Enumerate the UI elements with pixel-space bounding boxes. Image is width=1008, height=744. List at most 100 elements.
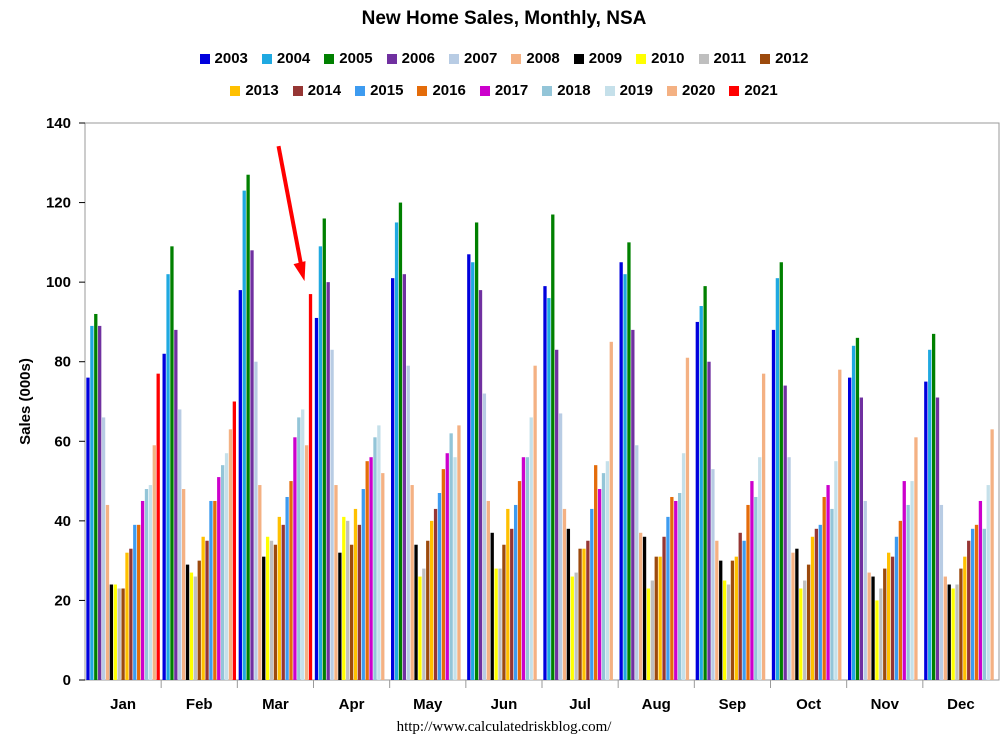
bar-Jun-2004 — [471, 262, 475, 680]
bar-Feb-2013 — [201, 536, 205, 680]
bar-Sep-2008 — [715, 540, 719, 680]
bar-Apr-2008 — [334, 485, 338, 680]
bar-Oct-2017 — [826, 485, 830, 680]
bar-Apr-2015 — [361, 489, 365, 680]
bar-Jul-2009 — [566, 528, 571, 680]
bar-Aug-2012 — [654, 556, 658, 680]
legend-swatch-2017 — [479, 85, 490, 96]
bar-May-2020 — [457, 425, 461, 680]
bar-Jul-2012 — [578, 548, 582, 680]
bar-Apr-2009 — [338, 552, 342, 680]
legend-label-2017: 2017 — [494, 82, 529, 99]
legend-swatch-2021 — [729, 85, 740, 96]
bar-Nov-2016 — [898, 520, 902, 680]
bar-Sep-2019 — [758, 457, 762, 680]
bar-Oct-2018 — [830, 508, 834, 680]
bar-Jul-2003 — [543, 286, 547, 680]
bar-Jan-2015 — [133, 524, 137, 680]
bar-Dec-2012 — [959, 568, 963, 680]
bar-Sep-2014 — [738, 532, 742, 680]
legend-label-2006: 2006 — [401, 50, 436, 67]
legend-swatch-2018 — [542, 85, 553, 96]
bar-May-2018 — [449, 433, 453, 680]
bar-Aug-2011 — [650, 580, 654, 680]
legend-swatch-2005 — [324, 53, 335, 64]
legend-swatch-2013 — [230, 85, 241, 96]
bar-Jun-2005 — [474, 222, 479, 680]
bar-Aug-2017 — [674, 500, 678, 680]
legend-swatch-2004 — [261, 53, 272, 64]
bar-Mar-2009 — [262, 556, 266, 680]
bar-Mar-2011 — [269, 540, 274, 680]
legend-label-2019: 2019 — [619, 82, 653, 99]
bar-Sep-2007 — [711, 469, 715, 680]
legend-label-2015: 2015 — [370, 82, 404, 99]
bar-Mar-2016 — [289, 481, 293, 680]
bar-Nov-2009 — [871, 576, 875, 680]
bar-Aug-2013 — [658, 556, 662, 680]
bar-Nov-2017 — [902, 481, 906, 680]
bar-Jan-2012 — [121, 588, 125, 680]
bar-Nov-2019 — [910, 481, 914, 680]
bar-May-2008 — [410, 485, 414, 680]
bar-Jul-2013 — [582, 548, 586, 680]
y-tick-label: 80 — [54, 354, 71, 371]
bar-Feb-2004 — [166, 274, 170, 680]
legend-item-2006: 2006 — [386, 50, 436, 67]
bar-Apr-2017 — [369, 457, 373, 680]
bar-May-2010 — [418, 576, 422, 680]
bar-Jan-2018 — [144, 489, 149, 680]
bar-Dec-2004 — [928, 349, 932, 680]
bar-Oct-2010 — [799, 588, 803, 680]
legend-label-2005: 2005 — [339, 50, 373, 67]
y-tick-label: 140 — [46, 115, 71, 132]
bar-Jul-2007 — [558, 413, 563, 680]
bar-Jul-2006 — [555, 349, 559, 680]
legend-row-2: 2013 2014 2015 2016 2017 2018 2019 2020 2021 — [0, 82, 1008, 99]
legend-swatch-2003 — [199, 53, 210, 64]
legend-item-2021: 2021 — [729, 82, 778, 99]
bar-Sep-2004 — [699, 306, 703, 680]
legend-item-2014: 2014 — [292, 82, 341, 99]
x-tick-label: Oct — [796, 696, 821, 713]
bar-Jun-2015 — [513, 504, 518, 680]
bar-Mar-2015 — [285, 496, 289, 680]
bar-Nov-2004 — [851, 345, 856, 680]
legend-swatch-2008 — [511, 53, 522, 64]
legend-label-2021: 2021 — [744, 82, 778, 99]
legend-item-2007: 2007 — [449, 50, 497, 67]
bar-Jul-2005 — [551, 214, 555, 680]
bar-Jun-2006 — [478, 290, 483, 680]
bar-Jan-2019 — [148, 485, 153, 680]
bar-Apr-2019 — [377, 425, 381, 680]
y-tick-label: 20 — [54, 592, 71, 609]
bar-Oct-2011 — [803, 580, 807, 680]
bar-Mar-2013 — [277, 516, 281, 680]
bar-Aug-2014 — [662, 536, 666, 680]
bar-Jun-2019 — [529, 417, 533, 680]
bar-Nov-2011 — [879, 588, 883, 680]
bar-May-2012 — [426, 540, 430, 680]
bar-Mar-2019 — [301, 409, 305, 680]
legend-swatch-2014 — [292, 85, 303, 96]
bar-Sep-2017 — [750, 481, 754, 680]
x-tick-label: Jan — [110, 696, 136, 713]
bar-Oct-2020 — [838, 369, 842, 680]
y-tick-label: 60 — [54, 433, 71, 450]
bar-Feb-2008 — [182, 489, 186, 680]
bar-Jan-2010 — [113, 584, 117, 680]
bar-Sep-2012 — [730, 560, 735, 680]
legend-label-2008: 2008 — [526, 50, 560, 67]
bar-Aug-2009 — [642, 536, 647, 680]
legend-label-2018: 2018 — [557, 82, 591, 99]
bar-Jan-2013 — [125, 552, 129, 680]
legend-swatch-2009 — [573, 53, 584, 64]
bar-Jan-2011 — [117, 588, 121, 680]
bar-May-2013 — [430, 520, 434, 680]
bar-Nov-2015 — [894, 536, 899, 680]
bar-Mar-2008 — [258, 485, 262, 680]
bar-May-2003 — [391, 278, 395, 680]
bar-Jul-2004 — [547, 298, 551, 680]
bar-Dec-2006 — [935, 397, 940, 680]
legend-item-2015: 2015 — [355, 82, 403, 99]
